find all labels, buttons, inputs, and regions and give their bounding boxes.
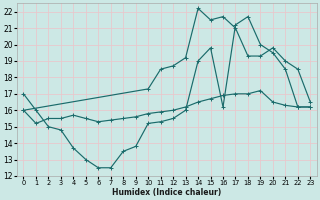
X-axis label: Humidex (Indice chaleur): Humidex (Indice chaleur) [112, 188, 221, 197]
